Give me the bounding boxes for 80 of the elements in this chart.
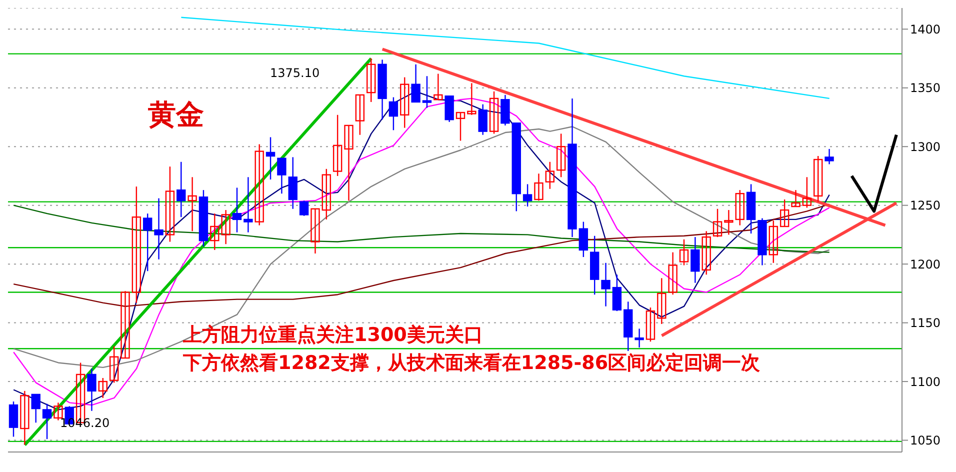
candlestick (422, 76, 432, 108)
line-series (12, 204, 830, 253)
candlestick (299, 200, 309, 217)
candlestick (578, 221, 588, 258)
annotation: 1375.10 (270, 66, 320, 80)
candlestick (735, 189, 744, 226)
candlestick (780, 198, 790, 228)
candlestick (98, 377, 108, 399)
candlestick (434, 73, 443, 100)
candlestick (601, 262, 610, 307)
candlestick (132, 186, 142, 304)
candlestick (802, 176, 812, 208)
candlestick (332, 114, 342, 177)
candlestick (814, 155, 823, 202)
candlestick (288, 156, 298, 210)
y-tick-label: 1400 (910, 22, 941, 36)
candlestick (355, 94, 365, 136)
candlestick (679, 238, 689, 266)
candlestick (500, 94, 510, 126)
candlestick (534, 173, 544, 202)
candlestick (702, 230, 711, 276)
candlestick (42, 403, 52, 440)
candlestick (478, 104, 488, 136)
annotation: 下方依然看1282支撑，从技术面来看在1285-86区间必定回调一次 (183, 351, 760, 376)
candlestick (824, 148, 834, 165)
candlestick (210, 212, 220, 251)
y-tick-label: 1050 (910, 434, 941, 448)
annotation: 上方阻力位重点关注1300美元关口 (183, 323, 483, 348)
candlestick (8, 400, 18, 438)
y-tick-label: 1350 (910, 81, 941, 96)
candlestick (176, 161, 186, 218)
candlestick (411, 64, 420, 103)
candlestick (724, 209, 734, 236)
candlestick (388, 96, 398, 131)
line-series (12, 204, 830, 307)
candlestick (400, 76, 410, 128)
text: 黄金 (148, 97, 204, 133)
candlestick (712, 208, 722, 238)
candlestick (232, 187, 242, 233)
candlestick (266, 136, 276, 180)
candlestick (54, 402, 63, 421)
candlestick (221, 209, 230, 245)
candlestick (489, 90, 499, 134)
candlestick (690, 236, 700, 284)
candlestick (31, 394, 40, 424)
candlestick (143, 212, 152, 272)
candlestick (310, 208, 320, 254)
candlestick (556, 133, 566, 178)
line-series (180, 16, 830, 100)
candlestick (87, 368, 96, 412)
candlestick (545, 161, 554, 190)
y-tick-label: 1250 (910, 198, 941, 213)
y-tick-label: 1150 (910, 316, 941, 330)
candlestick (120, 290, 130, 359)
y-tick-label: 1200 (910, 257, 941, 272)
candlestick (366, 58, 376, 103)
candlestick (444, 95, 454, 123)
annotation: 1046.20 (60, 416, 110, 430)
candlestick (612, 274, 622, 312)
candlestick (244, 176, 253, 233)
candlestick (646, 306, 656, 342)
candlestick (344, 124, 354, 202)
y-tick-label: 1100 (910, 374, 941, 389)
candlestick (254, 144, 264, 226)
candlestick (109, 346, 119, 384)
candlestick (668, 252, 678, 296)
candlestick (165, 166, 175, 242)
candlestick (522, 184, 532, 208)
candlestick (456, 112, 466, 142)
candlestick (467, 82, 476, 116)
y-tick-label: 1300 (910, 140, 941, 154)
candlestick (20, 390, 30, 446)
candlestick (277, 158, 286, 194)
candlestick (657, 278, 666, 325)
candlestick (188, 176, 197, 232)
candlestick (322, 168, 331, 220)
candlestick (154, 198, 164, 260)
candlestick (768, 220, 778, 264)
candlestick (634, 328, 644, 348)
candlestick (791, 189, 800, 208)
